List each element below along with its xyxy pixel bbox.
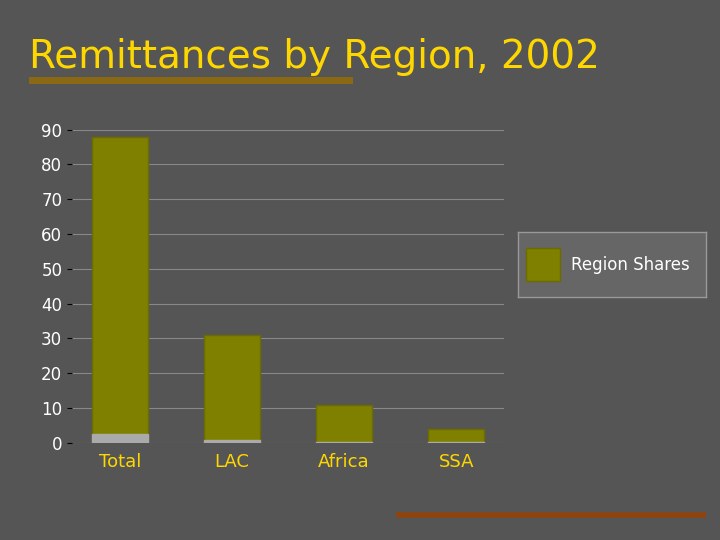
Bar <box>428 429 485 443</box>
Bar <box>91 434 148 443</box>
Bar <box>316 404 372 443</box>
Bar <box>526 248 559 281</box>
Bar <box>316 442 372 443</box>
Text: Remittances by Region, 2002: Remittances by Region, 2002 <box>29 38 600 76</box>
Bar <box>204 440 260 443</box>
Bar <box>204 335 260 443</box>
Bar <box>91 137 148 443</box>
Text: Region Shares: Region Shares <box>571 255 690 274</box>
